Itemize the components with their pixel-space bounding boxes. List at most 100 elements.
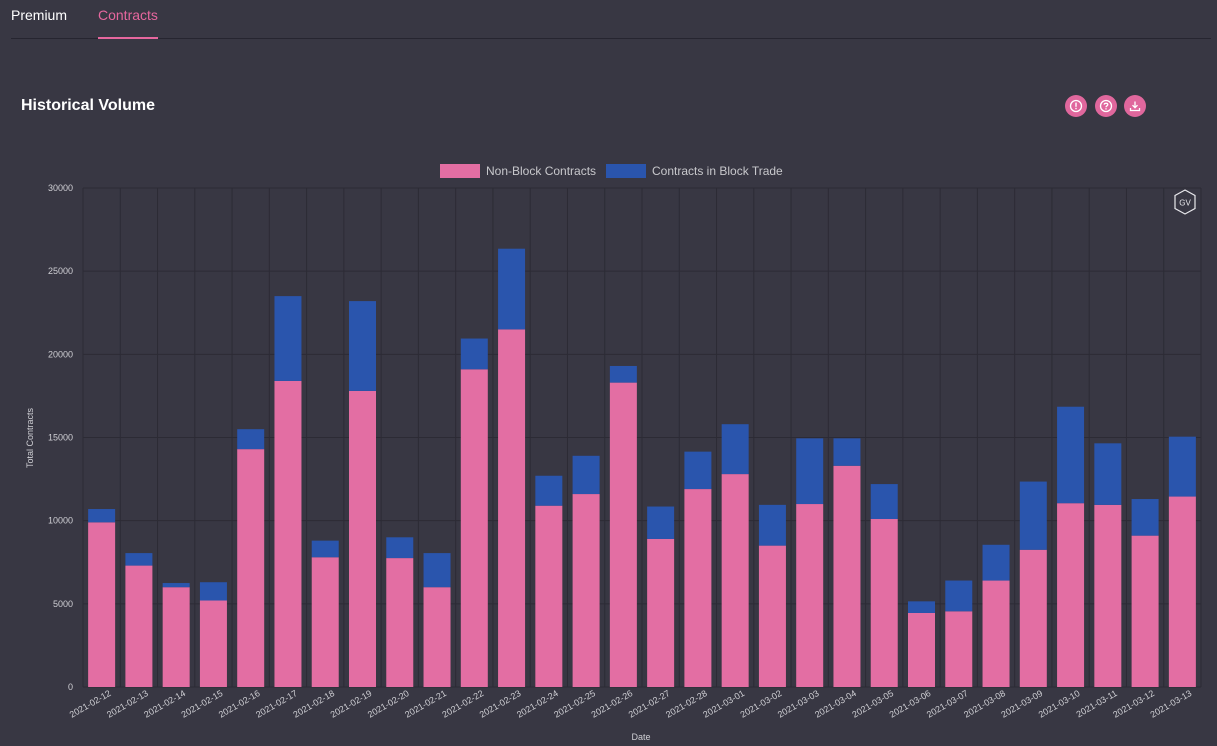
x-tick-label: 2021-02-15 [180,688,225,720]
bar-block-trade[interactable] [535,475,563,506]
bar-block-trade[interactable] [1057,406,1085,504]
x-tick-label: 2021-03-09 [999,688,1044,720]
y-tick-label: 20000 [48,349,73,359]
tab-contracts[interactable]: Contracts [98,7,158,39]
bar-non-block[interactable] [460,369,488,687]
bar-non-block[interactable] [908,612,935,687]
bar-block-trade[interactable] [311,540,339,558]
bar-block-trade[interactable] [237,429,265,450]
legend-label-non-block[interactable]: Non-Block Contracts [486,164,596,178]
tab-premium[interactable]: Premium [11,7,68,23]
bar-block-trade[interactable] [125,553,153,566]
alert-icon [1069,99,1083,113]
x-tick-label: 2021-03-07 [925,688,970,720]
historical-volume-chart: 0 5000 10000 15000 20000 25000 30000 2021-02-12… [25,164,1202,742]
bar-non-block[interactable] [758,545,786,687]
bar-non-block[interactable] [199,600,227,687]
bar-non-block[interactable] [162,587,190,687]
bar-non-block[interactable] [1057,503,1085,687]
y-tick-label: 0 [68,682,73,692]
bar-non-block[interactable] [647,538,675,687]
y-tick-label: 30000 [48,183,73,193]
x-tick-label: 2021-02-27 [627,688,672,720]
x-tick-label: 2021-02-23 [478,688,523,720]
x-tick-label: 2021-03-13 [1148,688,1193,720]
alert-button[interactable] [1065,95,1087,117]
x-tick-label: 2021-02-25 [552,688,597,720]
bar-non-block[interactable] [1019,549,1047,687]
bar-non-block[interactable] [1094,504,1122,687]
x-tick-label: 2021-03-05 [850,688,895,720]
x-tick-label: 2021-02-12 [68,688,113,720]
bar-block-trade[interactable] [199,582,227,601]
x-tick-label: 2021-03-08 [962,688,1007,720]
legend-swatch-non-block [440,164,480,178]
bar-block-trade[interactable] [349,301,376,391]
bar-non-block[interactable] [237,449,265,687]
bar-non-block[interactable] [311,557,339,687]
bar-block-trade[interactable] [1168,436,1196,497]
x-tick-label: 2021-02-13 [105,688,150,720]
bar-non-block[interactable] [982,580,1010,687]
x-tick-label: 2021-02-26 [589,688,634,720]
download-button[interactable] [1124,95,1146,117]
y-tick-label: 5000 [53,599,73,609]
bar-non-block[interactable] [125,565,153,687]
bar-block-trade[interactable] [721,424,749,475]
bar-non-block[interactable] [1168,496,1196,687]
bar-non-block[interactable] [274,380,302,687]
x-tick-label: 2021-02-17 [254,688,299,720]
x-tick-label: 2021-02-21 [403,688,448,720]
bar-non-block[interactable] [684,489,712,687]
x-axis-title: Date [631,732,650,742]
bar-block-trade[interactable] [945,580,973,612]
bar-block-trade[interactable] [796,438,824,505]
y-axis-title: Total Contracts [25,407,35,468]
bar-block-trade[interactable] [572,455,600,495]
x-tick-label: 2021-02-18 [291,688,336,720]
page-title: Historical Volume [21,97,155,114]
bar-block-trade[interactable] [833,438,861,466]
bar-non-block[interactable] [721,474,749,687]
x-tick-label: 2021-03-02 [739,688,784,720]
bar-non-block[interactable] [423,587,451,687]
bar-block-trade[interactable] [684,451,712,490]
bar-block-trade[interactable] [88,509,116,523]
bar-non-block[interactable] [386,558,414,687]
bar-block-trade[interactable] [870,484,898,520]
bar-block-trade[interactable] [460,338,488,370]
x-tick-label: 2021-02-20 [366,688,411,720]
bar-block-trade[interactable] [908,601,935,613]
bar-non-block[interactable] [572,494,600,687]
bar-block-trade[interactable] [609,365,637,383]
bar-block-trade[interactable] [423,553,451,588]
chart-legend: Non-Block Contracts Contracts in Block T… [440,164,783,178]
bar-block-trade[interactable] [1019,481,1047,550]
bar-non-block[interactable] [1131,535,1159,687]
bar-block-trade[interactable] [274,296,302,381]
bar-non-block[interactable] [498,329,526,687]
download-icon [1129,101,1141,112]
bar-non-block[interactable] [349,390,376,687]
x-tick-label: 2021-03-04 [813,688,858,720]
legend-swatch-block-trade [606,164,646,178]
bar-block-trade[interactable] [386,537,414,559]
bar-block-trade[interactable] [647,506,675,539]
x-tick-label: 2021-03-06 [888,688,933,720]
legend-label-block-trade[interactable]: Contracts in Block Trade [652,164,783,178]
bar-non-block[interactable] [833,465,861,687]
bar-non-block[interactable] [796,504,824,687]
bar-non-block[interactable] [870,519,898,687]
bar-block-trade[interactable] [1131,499,1159,536]
bar-block-trade[interactable] [1094,443,1122,505]
bar-block-trade[interactable] [162,583,190,588]
bar-non-block[interactable] [88,522,116,687]
help-button[interactable] [1095,95,1117,117]
bar-block-trade[interactable] [758,504,786,546]
bar-block-trade[interactable] [498,248,526,330]
bar-block-trade[interactable] [982,544,1010,581]
bar-non-block[interactable] [535,505,563,687]
bar-non-block[interactable] [945,611,973,687]
x-tick-label: 2021-03-12 [1111,688,1156,720]
bar-non-block[interactable] [609,382,637,687]
